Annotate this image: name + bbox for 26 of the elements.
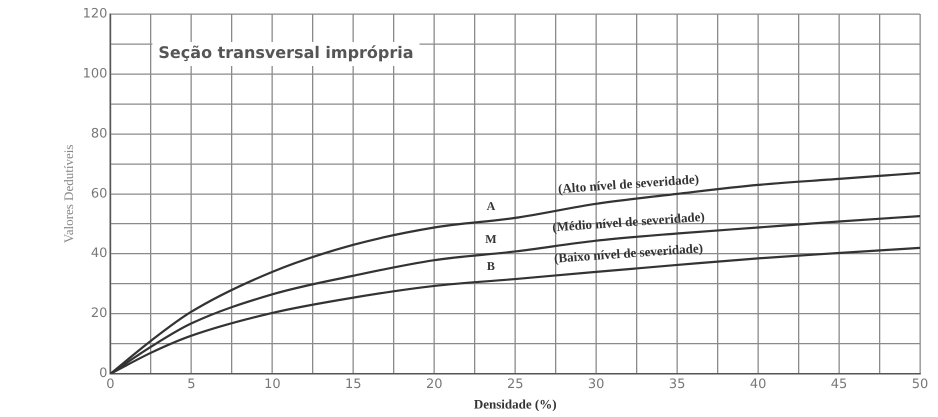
y-axis-title: Valores Dedutíveis [61,144,76,244]
x-tick-label: 35 [668,376,686,392]
x-tick-label: 40 [750,376,766,392]
series-label: A [486,198,496,213]
y-tick-label: 0 [99,366,108,382]
x-tick-label: 15 [345,376,362,392]
annotation: (Alto nível de severidade) [558,171,700,196]
y-tick-label: 80 [90,126,108,142]
y-tick-label: 20 [90,306,108,322]
x-tick-label: 30 [588,376,604,392]
y-tick-label: 100 [82,66,108,82]
x-tick-label: 20 [426,376,443,392]
x-tick-label: 25 [506,376,524,392]
series-label: M [485,232,497,246]
series-label: B [486,259,495,274]
x-tick-label: 5 [187,376,196,392]
x-tick-label: 50 [912,376,928,392]
x-axis-title: Densidade (%) [474,396,557,412]
y-tick-label: 120 [82,6,108,22]
y-tick-label: 40 [90,246,108,262]
y-tick-label: 60 [90,186,108,202]
x-tick-label: 10 [264,376,281,392]
text: Seção transversal imprópria [158,43,414,62]
x-tick-label: 45 [830,376,848,392]
annotation: (Baixo nível de severidade) [554,240,704,266]
annotation: (Médio nível de severidade) [552,208,706,234]
